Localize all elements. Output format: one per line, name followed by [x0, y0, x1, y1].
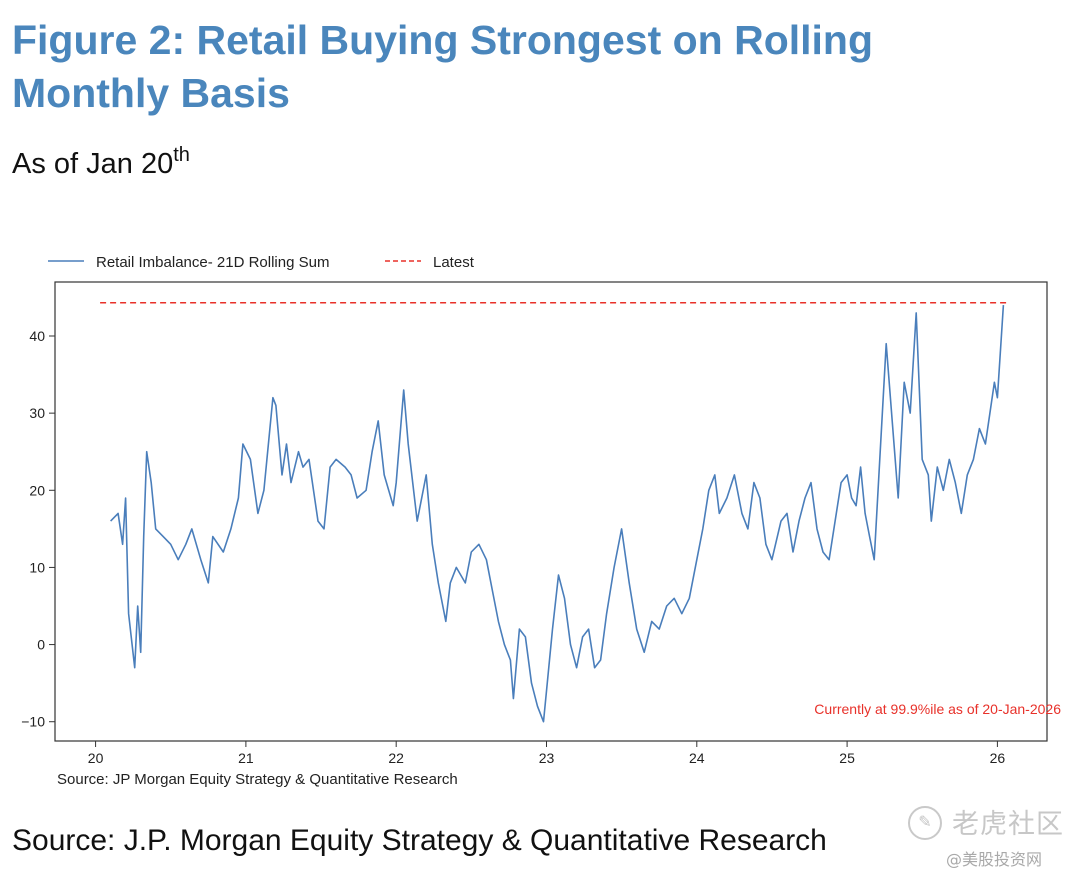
- figure-title: Figure 2: Retail Buying Strongest on Rol…: [12, 17, 874, 116]
- x-tick-label: 20: [88, 750, 104, 766]
- legend-label-latest: Latest: [433, 254, 475, 271]
- figure-subtitle: As of Jan 20th: [12, 144, 190, 181]
- x-tick-label: 21: [238, 750, 254, 766]
- subtitle-text: As of Jan 20: [12, 148, 174, 180]
- y-tick-label: 30: [29, 405, 45, 421]
- x-axis: 20 21 22 23 24 25 26: [88, 741, 1006, 766]
- y-axis: −10 0 10 20 30 40: [21, 328, 55, 730]
- y-tick-label: 40: [29, 328, 45, 344]
- x-tick-label: 23: [539, 750, 555, 766]
- watermark-main-text: 老虎社区: [952, 809, 1064, 840]
- source-caption: Source: J.P. Morgan Equity Strategy & Qu…: [12, 824, 827, 857]
- subtitle-superscript: th: [173, 144, 190, 166]
- chart-annotation: Currently at 99.9%ile as of 20-Jan-2026: [814, 701, 1061, 717]
- watermark-sub-text: @美股投资网: [946, 850, 1043, 869]
- y-tick-label: 20: [29, 482, 45, 498]
- x-tick-label: 22: [388, 750, 404, 766]
- legend: Retail Imbalance- 21D Rolling Sum Latest: [48, 254, 475, 271]
- y-tick-label: −10: [21, 714, 45, 730]
- plot-frame: [54, 281, 1048, 742]
- watermark: ✎ 老虎社区 @美股投资网: [906, 800, 1076, 870]
- x-tick-label: 25: [839, 750, 855, 766]
- legend-label-series: Retail Imbalance- 21D Rolling Sum: [96, 254, 329, 271]
- y-tick-label: 0: [37, 637, 45, 653]
- x-tick-label: 24: [689, 750, 705, 766]
- retail-imbalance-chart: Retail Imbalance- 21D Rolling Sum Latest…: [21, 254, 1061, 788]
- watermark-logo-icon: ✎: [908, 806, 942, 840]
- series-line-retail-imbalance: [110, 305, 1005, 723]
- x-tick-label: 26: [990, 750, 1006, 766]
- y-tick-label: 10: [29, 559, 45, 575]
- chart-source-note: Source: JP Morgan Equity Strategy & Quan…: [57, 771, 458, 788]
